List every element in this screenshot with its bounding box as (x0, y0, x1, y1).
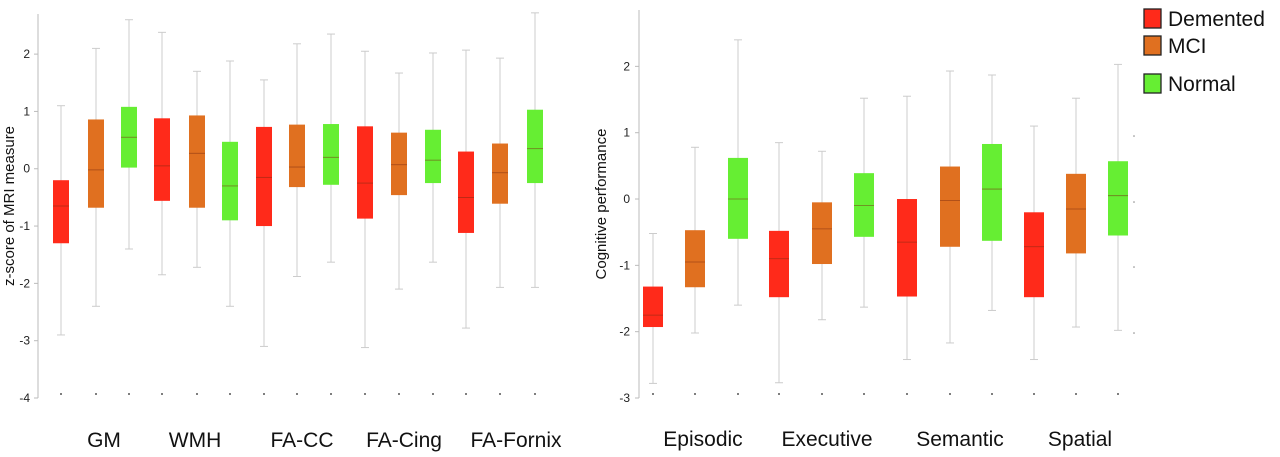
x-tick-dot (330, 393, 332, 395)
box-demented (458, 151, 474, 233)
y-tick-label: -2 (619, 325, 630, 339)
box-mci (391, 132, 407, 196)
box-normal (728, 157, 748, 239)
x-tick-dot (1117, 393, 1119, 395)
category-label: FA-CC (271, 429, 334, 452)
legend-label: MCI (1168, 35, 1207, 58)
box-normal (323, 124, 339, 185)
category-label: Executive (781, 428, 872, 451)
box-mci (812, 202, 832, 265)
category-label: FA-Cing (366, 429, 442, 452)
x-tick-dot (60, 393, 62, 395)
x-tick-dot (499, 393, 501, 395)
box-mci (189, 115, 205, 208)
y-tick-label: -3 (19, 334, 30, 348)
right-edge-tick (1133, 201, 1135, 203)
x-tick-dot (263, 393, 265, 395)
x-tick-dot (534, 393, 536, 395)
y-tick-label: 2 (23, 47, 30, 61)
box-mci (1066, 173, 1086, 254)
category-label: WMH (169, 429, 221, 452)
box-normal (854, 173, 874, 237)
x-tick-dot (906, 393, 908, 395)
x-tick-dot (821, 393, 823, 395)
box-normal (425, 129, 441, 184)
x-tick-dot (229, 393, 231, 395)
box-normal (1108, 161, 1128, 236)
y-tick-label: 1 (23, 104, 30, 118)
right-edge-tick (1133, 332, 1135, 334)
x-tick-dot (1033, 393, 1035, 395)
y-tick-label: -1 (619, 258, 630, 272)
x-tick-dot (432, 393, 434, 395)
y-tick-label: -3 (619, 391, 630, 405)
x-tick-dot (364, 393, 366, 395)
box-normal (527, 109, 543, 184)
y-axis-title: Cognitive performance (593, 129, 610, 280)
y-tick-label: 1 (623, 126, 630, 140)
y-tick-label: 0 (23, 162, 30, 176)
y-tick-label: -2 (19, 276, 30, 290)
x-tick-dot (737, 393, 739, 395)
x-tick-dot (949, 393, 951, 395)
x-tick-dot (128, 393, 130, 395)
box-normal (222, 141, 238, 221)
y-tick-label: -4 (19, 391, 30, 405)
x-tick-dot (465, 393, 467, 395)
box-mci (88, 119, 104, 208)
legend-swatch-normal (1143, 73, 1162, 94)
legend-label: Normal (1168, 73, 1236, 96)
legend: Demented MCI Normal (1143, 8, 1265, 96)
box-demented (1024, 212, 1044, 298)
y-tick-label: -1 (19, 219, 30, 233)
box-demented (53, 180, 69, 244)
x-tick-dot (196, 393, 198, 395)
box-demented (154, 118, 170, 201)
box-demented (256, 126, 272, 227)
legend-label: Demented (1168, 8, 1265, 31)
box-mci (492, 143, 508, 204)
x-tick-dot (95, 393, 97, 395)
x-tick-dot (161, 393, 163, 395)
x-tick-dot (778, 393, 780, 395)
category-label: GM (87, 429, 121, 452)
box-demented (357, 126, 373, 219)
category-label: FA-Fornix (470, 429, 562, 452)
box-demented (897, 199, 917, 297)
x-tick-dot (398, 393, 400, 395)
box-mci (685, 230, 705, 288)
category-label: Spatial (1048, 428, 1112, 451)
x-tick-dot (694, 393, 696, 395)
x-tick-dot (296, 393, 298, 395)
y-tick-label: 0 (623, 192, 630, 206)
legend-swatch-demented (1143, 8, 1162, 29)
right-edge-tick (1133, 266, 1135, 268)
x-tick-dot (863, 393, 865, 395)
box-mci (289, 124, 305, 188)
x-tick-dot (991, 393, 993, 395)
box-mci (940, 166, 960, 247)
category-label: Episodic (663, 428, 742, 451)
y-tick-label: 2 (623, 59, 630, 73)
x-tick-dot (1075, 393, 1077, 395)
right-edge-tick (1133, 135, 1135, 137)
category-label: Semantic (916, 428, 1004, 451)
legend-swatch-mci (1143, 35, 1162, 56)
x-tick-dot (652, 393, 654, 395)
cognitive-boxplot-panel: 2 1 0 -1 -2 -3 Cognitive performance Episodic Ex… (593, 10, 1135, 451)
box-demented (769, 230, 789, 298)
box-normal (982, 143, 1002, 241)
mri-boxplot-panel: 2 1 0 -1 -2 -3 -4 z-score of MRI measure GM WMH FA… (1, 12, 562, 452)
y-axis-title: z-score of MRI measure (1, 126, 18, 286)
box-demented (643, 286, 663, 328)
